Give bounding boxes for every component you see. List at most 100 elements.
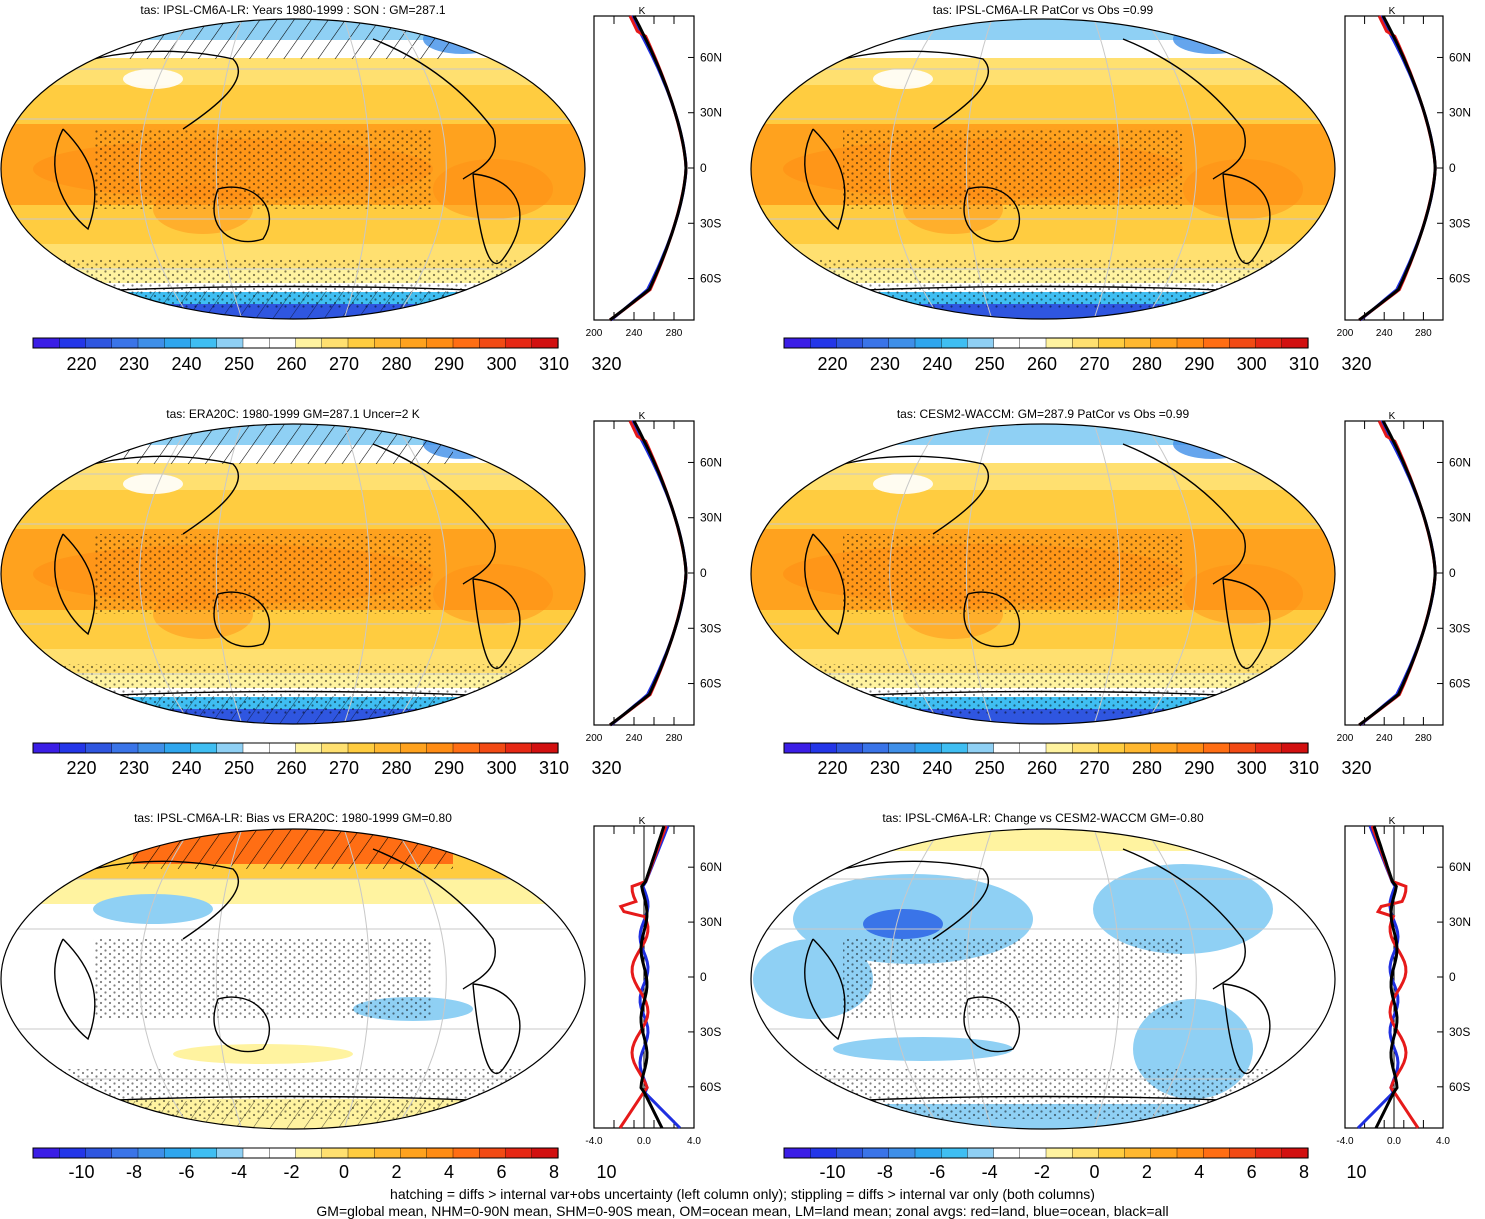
lat-label: 60N	[1449, 455, 1471, 469]
colorbar-swatch	[836, 337, 864, 349]
panel-title: tas: IPSL-CM6A-LR: Bias vs ERA20C: 1980-…	[134, 811, 452, 825]
colorbar-swatch	[1202, 337, 1230, 349]
temperature-band	[1, 58, 585, 86]
colorbar-swatch	[216, 742, 244, 754]
colorbar-label: 6	[497, 1162, 507, 1182]
hatching	[1, 1101, 585, 1129]
cold-patch	[873, 69, 933, 89]
colorbar-swatch	[1124, 742, 1152, 754]
colorbar-swatch	[1124, 1147, 1152, 1159]
colorbar-swatch	[321, 1147, 349, 1159]
land-profile	[609, 15, 688, 322]
zonal-frame	[593, 15, 695, 321]
map-outline	[750, 18, 1336, 320]
panel-title: tas: ERA20C: 1980-1999 GM=287.1 Uncer=2 …	[166, 407, 419, 421]
longitude-line	[394, 424, 447, 724]
colorbar-frame	[32, 742, 559, 754]
lat-label: 60S	[700, 1080, 721, 1094]
panel-title: tas: IPSL-CM6A-LR PatCor vs Obs =0.99	[933, 3, 1154, 17]
colorbar-swatch	[1255, 742, 1283, 754]
colorbar-swatch	[941, 1147, 969, 1159]
zonal-x-label: 240	[1376, 733, 1393, 744]
south-america-coast	[1222, 578, 1271, 670]
map-outline	[0, 423, 586, 725]
colorbar-swatch	[1071, 337, 1099, 349]
all-profile	[1358, 420, 1437, 727]
colorbar-swatch	[505, 742, 533, 754]
colorbar-swatch	[1098, 337, 1126, 349]
colorbar-label: 230	[119, 354, 149, 374]
warm-bias-band	[1, 879, 585, 904]
map-field	[1, 829, 585, 1129]
colorbar-label: 240	[922, 758, 952, 778]
colorbar-swatch	[941, 742, 969, 754]
zonal-frame	[1344, 420, 1444, 726]
colorbar-label: 220	[67, 354, 97, 374]
ocean-profile	[610, 420, 688, 727]
colorbar-label: 4	[1194, 1162, 1204, 1182]
lat-label: 0	[700, 161, 707, 175]
stippling	[763, 1069, 1303, 1119]
colorbar-label: 6	[1247, 1162, 1257, 1182]
colorbar-frame	[783, 742, 1309, 754]
colorbar-swatch	[1255, 1147, 1283, 1159]
colorbar-swatch	[1176, 742, 1204, 754]
colorbar-swatch	[85, 337, 113, 349]
colorbar-swatch	[374, 742, 402, 754]
warm-land	[433, 564, 553, 624]
longitude-line	[889, 424, 942, 724]
colorbar-swatch	[967, 742, 995, 754]
colorbar-swatch	[1176, 1147, 1204, 1159]
africa-coast	[54, 128, 96, 231]
colorbar-label: 0	[339, 1162, 349, 1182]
colorbar-swatch	[242, 1147, 270, 1159]
colorbar-swatch	[941, 337, 969, 349]
colorbar-swatch	[1071, 1147, 1099, 1159]
longitude-line	[139, 424, 192, 724]
longitude-line	[1093, 829, 1121, 1129]
colorbar-label: 300	[487, 758, 517, 778]
colorbar-swatch	[269, 337, 297, 349]
colorbar-label: 250	[224, 758, 254, 778]
zonal-x-label: -4.0	[1336, 1136, 1354, 1147]
longitude-line	[1144, 829, 1197, 1129]
map-field	[751, 19, 1335, 319]
lat-label: 60N	[700, 860, 722, 874]
colorbar-swatch	[1255, 337, 1283, 349]
colorbar-label: 300	[487, 354, 517, 374]
zonal-x-label: 280	[1415, 733, 1432, 744]
zonal-x-label: 240	[626, 328, 643, 339]
colorbar-swatch	[1229, 337, 1257, 349]
colorbar-label: -10	[819, 1162, 845, 1182]
colorbar-label: 240	[172, 758, 202, 778]
colorbar-label: 300	[1237, 758, 1267, 778]
colorbar-label: 320	[1341, 758, 1371, 778]
colorbar-swatch	[967, 1147, 995, 1159]
colorbar-swatch	[32, 337, 60, 349]
colorbar-swatch	[505, 1147, 533, 1159]
colorbar-swatch	[452, 337, 480, 349]
colorbar-swatch	[190, 742, 218, 754]
colorbar-swatch	[836, 742, 864, 754]
colorbar-swatch	[888, 337, 916, 349]
stippling	[843, 129, 1183, 209]
colorbar-swatch	[993, 337, 1021, 349]
colorbar-swatch	[374, 1147, 402, 1159]
zonal-x-label: 4.0	[687, 1136, 701, 1147]
colorbar-swatch	[967, 337, 995, 349]
land-profile	[1358, 15, 1437, 322]
colorbar-swatch	[1124, 337, 1152, 349]
colorbar-swatch	[1071, 742, 1099, 754]
zonal-x-label: 200	[586, 733, 603, 744]
longitude-line	[343, 424, 371, 724]
colorbar-swatch	[531, 337, 559, 349]
colorbar-label: -8	[877, 1162, 893, 1182]
lat-label: 60N	[700, 50, 722, 64]
colorbar-swatch	[479, 742, 507, 754]
colorbar-label: 290	[1184, 758, 1214, 778]
warm-land	[433, 159, 553, 219]
colorbar-swatch	[862, 1147, 890, 1159]
ocean-profile	[1359, 420, 1437, 727]
longitude-line	[1093, 19, 1121, 319]
warm-land	[1183, 564, 1303, 624]
